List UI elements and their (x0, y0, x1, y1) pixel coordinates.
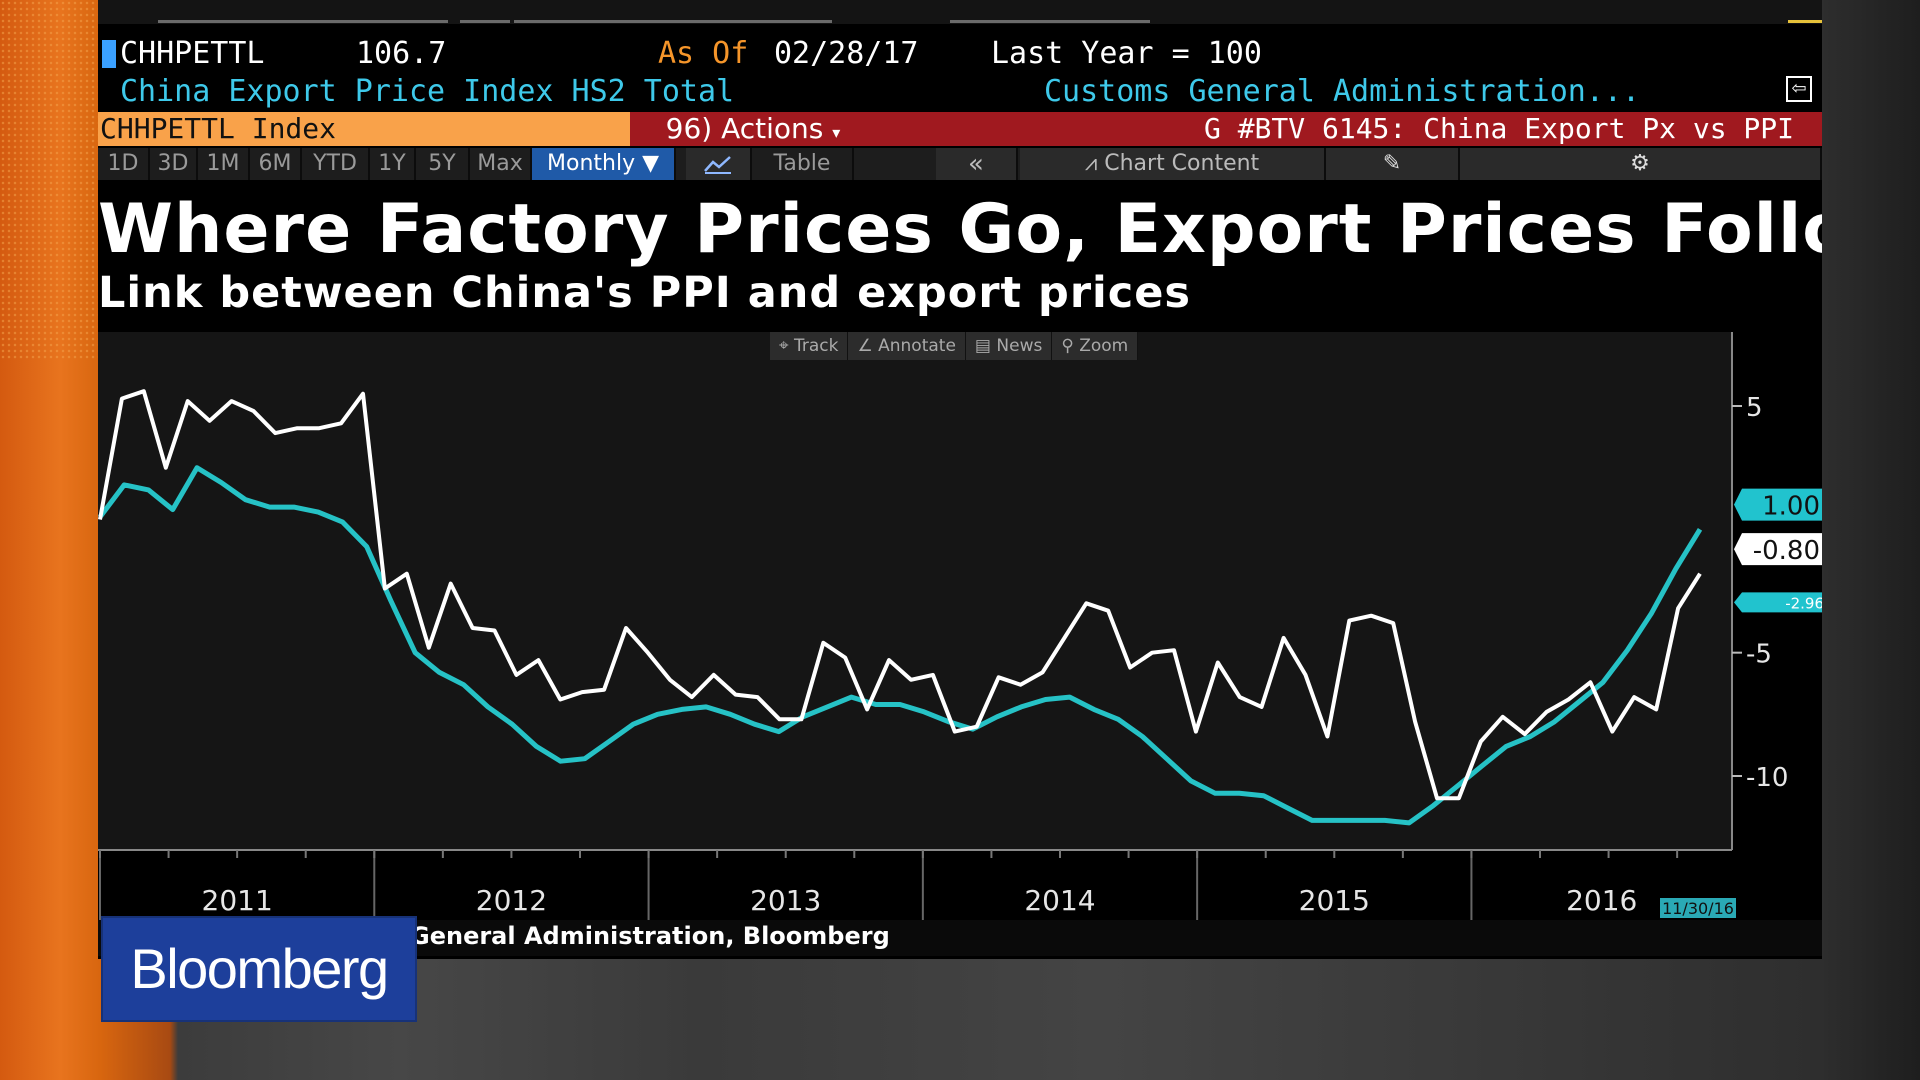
last-date-box (1660, 898, 1736, 918)
as-of-label: As Of (658, 36, 749, 71)
source-note: General Administration, Bloomberg (410, 922, 890, 950)
zoom-tool[interactable]: ⚲ Zoom (1052, 332, 1139, 360)
chart-toolbar: 1D 3D 1M 6M YTD 1Y 5Y Max Monthly ▼ Tabl… (98, 148, 1822, 180)
chart-tools-bar: ⌖ Track ∠ Annotate ▤ News ⚲ Zoom (770, 332, 1139, 360)
period-1m[interactable]: 1M (198, 148, 250, 180)
pencil-icon: ∠ (857, 336, 873, 356)
news-icon: ▤ (974, 336, 991, 356)
bloomberg-logo: Bloomberg (103, 918, 415, 1020)
as-of-date[interactable]: 02/28/17 (774, 36, 919, 71)
index-label[interactable]: CHHPETTL Index (98, 112, 630, 146)
caret-down-icon: ▾ (832, 123, 841, 142)
series-line-0 (98, 465, 1703, 826)
last-value-box-2 (1734, 592, 1822, 613)
export-icon[interactable]: ⇦ (1786, 76, 1812, 102)
table-button[interactable]: Table (752, 148, 854, 180)
security-description-row: China Export Price Index HS2 Total Custo… (98, 74, 1822, 109)
period-3d[interactable]: 3D (150, 148, 198, 180)
line-chart[interactable]: 5-5-10 2011 2012 2013 2014 2015 2016 11/30/16 … (98, 332, 1822, 920)
screen-bezel-top (98, 0, 1822, 24)
last-date-label: 11/30/16 (1662, 899, 1734, 918)
period-6m[interactable]: 6M (250, 148, 302, 180)
chart-title: Where Factory Prices Go, Export Prices F… (98, 190, 1822, 269)
collapse-button[interactable]: « (936, 148, 1018, 180)
bloomberg-terminal: CHHPETTL 106.7 As Of 02/28/17 Last Year … (98, 24, 1822, 959)
track-tool[interactable]: ⌖ Track (770, 332, 849, 360)
x-tick-label: 2015 (1299, 884, 1370, 917)
period-5y[interactable]: 5Y (416, 148, 470, 180)
last-price: 106.7 (356, 36, 447, 71)
security-description: China Export Price Index HS2 Total (120, 74, 735, 109)
last-value-label-0: 1.00 (1762, 492, 1820, 522)
line-chart-icon[interactable] (686, 148, 752, 180)
annotate-tool[interactable]: ∠ Annotate (848, 332, 966, 360)
x-tick-label: 2016 (1566, 884, 1637, 917)
track-label: Track (793, 336, 839, 356)
edit-icon[interactable]: ✎ (1326, 148, 1460, 180)
chart-content-icon: ⩘ (1084, 151, 1098, 176)
period-ytd[interactable]: YTD (302, 148, 370, 180)
actions-menu-button[interactable]: 96) Actions ▾ (630, 112, 876, 146)
chart-subtitle: Link between China's PPI and export pric… (98, 268, 1192, 318)
last-value-box-0 (1734, 488, 1822, 521)
last-value-label-2: -2.96 (1785, 594, 1822, 612)
command-bar: CHHPETTL Index 96) Actions ▾ G #BTV 6145… (98, 112, 1822, 146)
y-tick-label: 5 (1746, 393, 1763, 423)
security-marker (102, 40, 116, 68)
period-max[interactable]: Max (470, 148, 532, 180)
x-tick-label: 2011 (202, 884, 273, 917)
chart-content-label: Chart Content (1104, 151, 1260, 176)
last-value-label-1: -0.80 (1753, 536, 1820, 566)
y-tick-label: -10 (1746, 763, 1788, 793)
security-header: CHHPETTL 106.7 As Of 02/28/17 Last Year … (98, 36, 1822, 71)
chart-content-button[interactable]: ⩘ Chart Content (1020, 148, 1326, 180)
zoom-label: Zoom (1079, 336, 1129, 356)
x-tick-label: 2012 (476, 884, 547, 917)
base-period: Last Year = 100 (991, 36, 1262, 71)
news-label: News (996, 336, 1043, 356)
actions-label: 96) Actions (665, 112, 824, 145)
ticker[interactable]: CHHPETTL (120, 36, 265, 71)
y-tick-label: -5 (1746, 640, 1772, 670)
crosshair-icon: ⌖ (779, 336, 789, 356)
series-line-1 (98, 389, 1702, 801)
chart-code[interactable]: G #BTV 6145: China Export Px vs PPI (876, 112, 1822, 146)
last-value-box-1 (1734, 533, 1822, 566)
period-1d[interactable]: 1D (98, 148, 150, 180)
news-tool[interactable]: ▤ News (966, 332, 1053, 360)
data-source[interactable]: Customs General Administration... (1044, 74, 1641, 109)
gear-icon[interactable]: ⚙ (1460, 148, 1822, 180)
x-tick-label: 2014 (1024, 884, 1095, 917)
frequency-dropdown[interactable]: Monthly ▼ (532, 148, 676, 180)
period-1y[interactable]: 1Y (370, 148, 416, 180)
x-tick-label: 2013 (750, 884, 821, 917)
magnifier-icon: ⚲ (1061, 336, 1074, 356)
annotate-label: Annotate (878, 336, 956, 356)
